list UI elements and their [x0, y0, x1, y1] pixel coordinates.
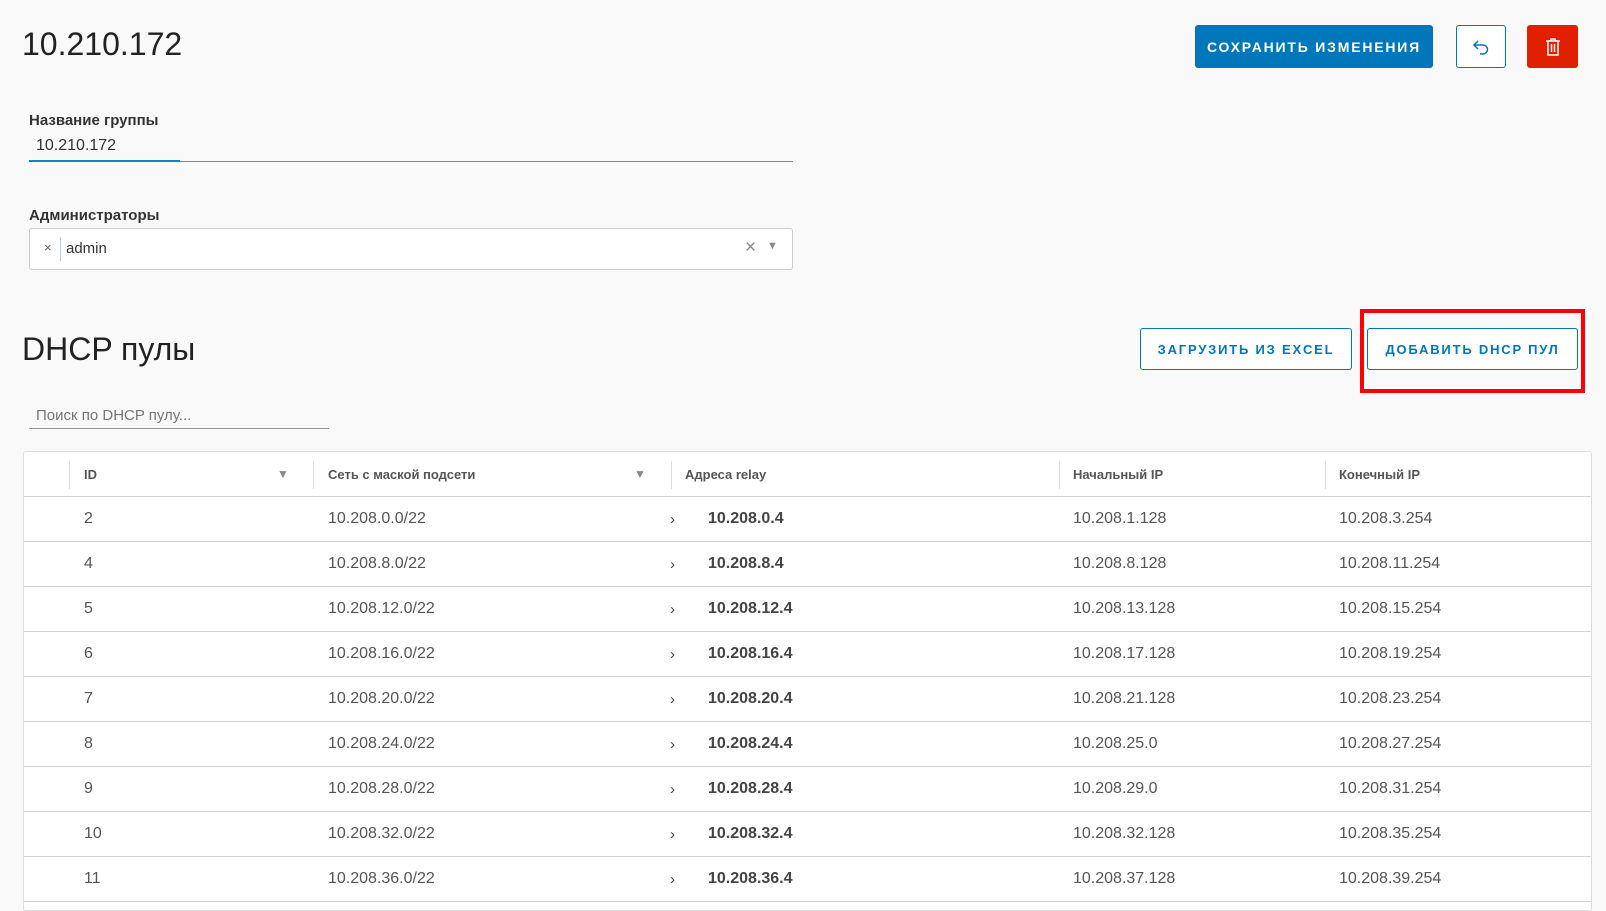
- cell-end-ip: 10.208.27.254: [1339, 735, 1442, 752]
- cell-id: 6: [84, 645, 93, 662]
- cell-start-ip: 10.208.1.128: [1073, 510, 1167, 527]
- cell-end-ip: 10.208.31.254: [1339, 780, 1442, 797]
- cell-id: 11: [84, 870, 101, 887]
- expand-chevron-icon[interactable]: ›: [670, 780, 675, 798]
- cell-network: 10.208.24.0/22: [328, 735, 435, 752]
- cell-network: 10.208.20.0/22: [328, 690, 435, 707]
- cell-relay: 10.208.24.4: [708, 735, 793, 752]
- cell-relay: 10.208.8.4: [708, 555, 784, 572]
- cell-end-ip: 10.208.35.254: [1339, 825, 1442, 842]
- cell-relay: 10.208.16.4: [708, 645, 793, 662]
- table-row[interactable]: 11 10.208.36.0/22 › 10.208.36.4 10.208.37.12…: [24, 857, 1591, 902]
- cell-network: 10.208.8.0/22: [328, 555, 426, 572]
- clear-icon[interactable]: ×: [745, 237, 757, 258]
- admin-tag: admin: [66, 240, 107, 257]
- table-row[interactable]: 2 10.208.0.0/22 › 10.208.0.4 10.208.1.128 10.…: [24, 497, 1591, 542]
- table-row[interactable]: 8 10.208.24.0/22 › 10.208.24.4 10.208.25.0 10…: [24, 722, 1591, 767]
- upload-excel-button[interactable]: ЗАГРУЗИТЬ ИЗ EXCEL: [1140, 328, 1352, 370]
- table-row[interactable]: 4 10.208.8.0/22 › 10.208.8.4 10.208.8.128 10.…: [24, 542, 1591, 587]
- cell-id: 8: [84, 735, 93, 752]
- cell-network: 10.208.32.0/22: [328, 825, 435, 842]
- col-start-ip[interactable]: Начальный IP: [1073, 466, 1164, 482]
- cell-relay: 10.208.0.4: [708, 510, 784, 527]
- admins-label: Администраторы: [29, 207, 160, 224]
- group-name-label: Название группы: [29, 112, 159, 129]
- cell-start-ip: 10.208.32.128: [1073, 825, 1176, 842]
- cell-start-ip: 10.208.13.128: [1073, 600, 1176, 617]
- cell-end-ip: 10.208.15.254: [1339, 600, 1442, 617]
- expand-chevron-icon[interactable]: ›: [670, 600, 675, 618]
- admins-select[interactable]: × admin × ▼: [29, 228, 793, 270]
- cell-network: 10.208.28.0/22: [328, 780, 435, 797]
- table-row[interactable]: 5 10.208.12.0/22 › 10.208.12.4 10.208.13.128…: [24, 587, 1591, 632]
- cell-start-ip: 10.208.37.128: [1073, 870, 1176, 887]
- expand-chevron-icon[interactable]: ›: [670, 645, 675, 663]
- expand-chevron-icon[interactable]: ›: [670, 825, 675, 843]
- expand-chevron-icon[interactable]: ›: [670, 510, 675, 528]
- focus-underline: [29, 160, 180, 162]
- table-row[interactable]: 6 10.208.16.0/22 › 10.208.16.4 10.208.17.128…: [24, 632, 1591, 677]
- dhcp-section-title: DHCP пулы: [22, 331, 196, 367]
- table-row[interactable]: 10 10.208.32.0/22 › 10.208.32.4 10.208.32.12…: [24, 812, 1591, 857]
- cell-network: 10.208.36.0/22: [328, 870, 435, 887]
- trash-icon: [1545, 37, 1560, 56]
- page-title: 10.210.172: [22, 26, 183, 62]
- table-header: ID ▼ Сеть с маской подсети ▼ Адреса rela…: [24, 452, 1591, 497]
- cell-id: 10: [84, 825, 102, 842]
- filter-icon[interactable]: ▼: [277, 467, 289, 481]
- cell-start-ip: 10.208.17.128: [1073, 645, 1176, 662]
- add-dhcp-pool-button[interactable]: ДОБАВИТЬ DHCP ПУЛ: [1367, 328, 1578, 370]
- cell-network: 10.208.16.0/22: [328, 645, 435, 662]
- expand-chevron-icon[interactable]: ›: [670, 690, 675, 708]
- cell-id: 4: [84, 555, 93, 572]
- cell-start-ip: 10.208.29.0: [1073, 780, 1158, 797]
- cell-network: 10.208.0.0/22: [328, 510, 426, 527]
- dhcp-search-input[interactable]: [29, 402, 329, 429]
- cell-id: 7: [84, 690, 93, 707]
- chevron-down-icon[interactable]: ▼: [767, 240, 778, 252]
- cell-id: 2: [84, 510, 93, 527]
- dhcp-pools-table: ID ▼ Сеть с маской подсети ▼ Адреса rela…: [23, 451, 1592, 911]
- highlight-box: [1360, 309, 1585, 393]
- col-relay[interactable]: Адреса relay: [685, 466, 767, 482]
- cell-start-ip: 10.208.21.128: [1073, 690, 1176, 707]
- group-name-value: 10.210.172: [36, 137, 117, 154]
- col-end-ip[interactable]: Конечный IP: [1339, 466, 1421, 482]
- cell-id: 5: [84, 600, 93, 617]
- undo-button[interactable]: [1456, 25, 1506, 68]
- cell-relay: 10.208.28.4: [708, 780, 793, 797]
- cell-id: 9: [84, 780, 93, 797]
- expand-chevron-icon[interactable]: ›: [670, 555, 675, 573]
- undo-icon: [1472, 39, 1489, 55]
- cell-start-ip: 10.208.8.128: [1073, 555, 1167, 572]
- expand-chevron-icon[interactable]: ›: [670, 870, 675, 888]
- save-button[interactable]: СОХРАНИТЬ ИЗМЕНЕНИЯ: [1195, 25, 1433, 68]
- cell-relay: 10.208.12.4: [708, 600, 793, 617]
- cell-relay: 10.208.32.4: [708, 825, 793, 842]
- delete-button[interactable]: [1527, 25, 1578, 68]
- cell-end-ip: 10.208.11.254: [1339, 555, 1441, 572]
- group-name-input[interactable]: 10.210.172: [29, 135, 793, 162]
- table-row[interactable]: 7 10.208.20.0/22 › 10.208.20.4 10.208.21.128…: [24, 677, 1591, 722]
- cell-end-ip: 10.208.23.254: [1339, 690, 1442, 707]
- expand-chevron-icon[interactable]: ›: [670, 735, 675, 753]
- cell-end-ip: 10.208.19.254: [1339, 645, 1442, 662]
- cell-network: 10.208.12.0/22: [328, 600, 435, 617]
- cell-end-ip: 10.208.39.254: [1339, 870, 1442, 887]
- cell-start-ip: 10.208.25.0: [1073, 735, 1158, 752]
- table-row[interactable]: 9 10.208.28.0/22 › 10.208.28.4 10.208.29.0 10…: [24, 767, 1591, 812]
- cell-end-ip: 10.208.3.254: [1339, 510, 1433, 527]
- filter-icon[interactable]: ▼: [634, 467, 646, 481]
- tag-divider: [60, 237, 61, 261]
- cell-relay: 10.208.36.4: [708, 870, 793, 887]
- col-id[interactable]: ID: [84, 466, 97, 482]
- tag-remove-icon[interactable]: ×: [44, 240, 52, 255]
- col-network[interactable]: Сеть с маской подсети: [328, 466, 476, 482]
- cell-relay: 10.208.20.4: [708, 690, 793, 707]
